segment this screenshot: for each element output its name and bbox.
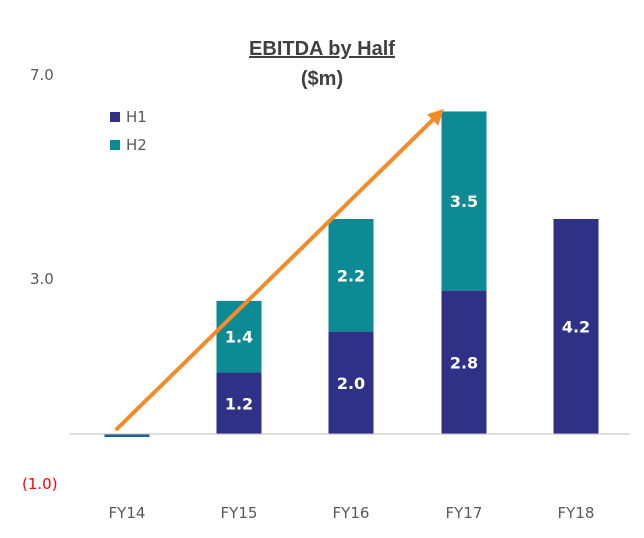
x-tick-fy17: FY17 <box>446 504 483 522</box>
legend-swatch <box>110 111 120 122</box>
x-tick-fy16: FY16 <box>333 504 370 522</box>
x-tick-fy15: FY15 <box>221 504 258 522</box>
x-tick-labels: FY14 FY15 FY16 FY17 FY18 <box>109 504 595 522</box>
trend-arrow-head <box>426 108 444 126</box>
legend-label: H2 <box>126 136 147 154</box>
x-tick-fy14: FY14 <box>109 504 146 522</box>
data-label-h1-fy15: 1.2 <box>225 394 253 413</box>
x-tick-fy18: FY18 <box>558 504 595 522</box>
data-label-h1-fy18: 4.2 <box>562 317 590 336</box>
bar-h1-fy17 <box>441 290 487 434</box>
bar-h1-fy14 <box>104 434 150 437</box>
data-label-h1-fy17: 2.8 <box>450 353 478 372</box>
trend-arrow <box>115 108 444 431</box>
bar-h2-fy16 <box>328 218 374 332</box>
bar-h2-fy15 <box>216 300 262 373</box>
bar-h1-fy15 <box>216 372 262 434</box>
bar-h1-fy16 <box>328 331 374 434</box>
legend-item-h1: H1 <box>110 108 147 126</box>
y-tick-label: 7.0 <box>30 65 54 84</box>
data-label-h1-fy16: 2.0 <box>337 374 365 393</box>
data-labels-layer: 1.2 1.4 2.0 2.2 2.8 3.5 4.2 <box>225 192 590 413</box>
legend-swatch <box>110 139 120 150</box>
y-tick-label: (1.0) <box>22 475 58 494</box>
data-label-h2-fy16: 2.2 <box>337 266 365 285</box>
bars-layer <box>104 111 599 437</box>
data-label-h2-fy15: 1.4 <box>225 328 253 347</box>
legend-label: H1 <box>126 108 147 126</box>
trend-arrow-shaft <box>115 118 435 431</box>
bar-h2-fy17 <box>441 111 487 291</box>
chart-subtitle: ($m) <box>300 68 344 90</box>
chart-title: EBITDA by Half <box>249 38 395 60</box>
legend-item-h2: H2 <box>110 136 147 154</box>
data-label-h2-fy17: 3.5 <box>450 192 478 211</box>
bar-h1-fy18 <box>553 218 599 434</box>
y-tick-label: 3.0 <box>30 270 54 289</box>
